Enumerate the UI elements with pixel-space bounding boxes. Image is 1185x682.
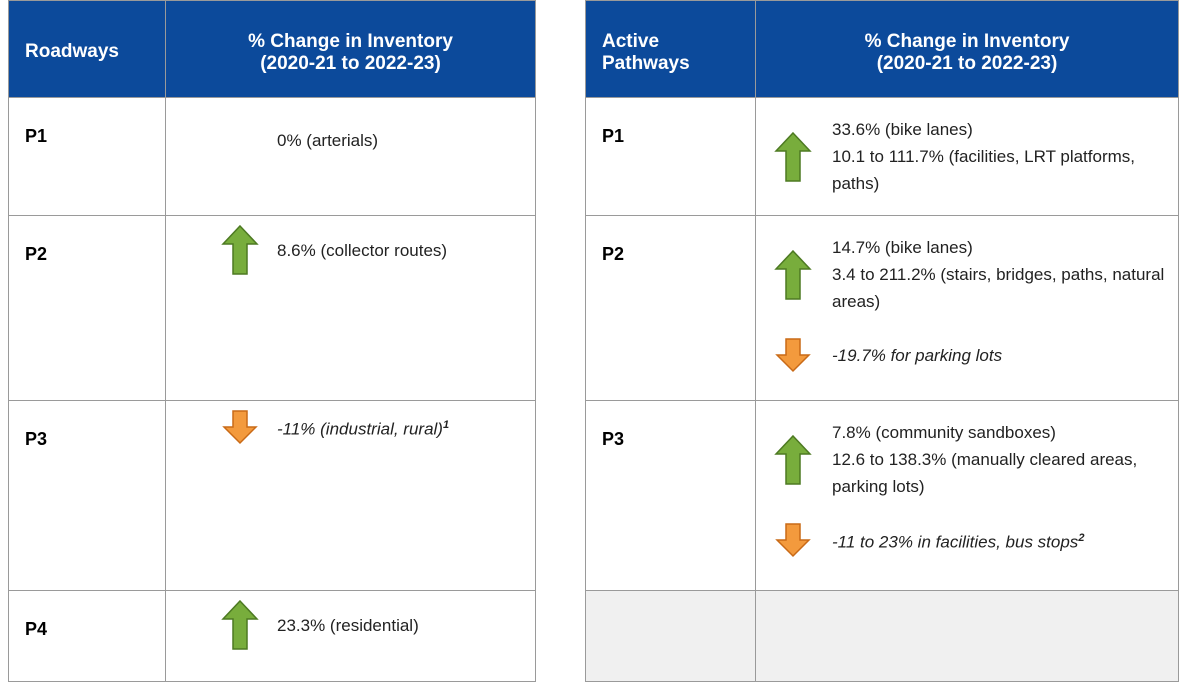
item-text: 7.8% (community sandboxes) 12.6 to 138.3%… [832, 419, 1170, 500]
row-label: P1 [25, 126, 48, 146]
row-label: P3 [602, 429, 625, 449]
header-line: Pathways [602, 53, 690, 74]
header-line: Roadways [25, 41, 119, 62]
arrow-down [775, 523, 811, 558]
text-line: 33.6% (bike lanes) [832, 120, 973, 139]
item-text: 14.7% (bike lanes) 3.4 to 211.2% (stairs,… [832, 234, 1170, 315]
text-line: 8.6% (collector routes) [277, 240, 448, 260]
item: 33.6% (bike lanes) 10.1 to 111.7% (facili… [774, 116, 1170, 197]
value-cell: -11% (industrial, rural)1 [165, 400, 536, 591]
label-cell: P2 [585, 215, 756, 401]
item: 14.7% (bike lanes) 3.4 to 211.2% (stairs,… [774, 234, 1170, 315]
item-text: -11 to 23% in facilities, bus stops2 [832, 525, 1084, 556]
text-line: 12.6 to 138.3% (manually cleared areas, … [832, 450, 1138, 496]
item: 0% (arterials) [221, 106, 527, 158]
arrow-down [222, 410, 258, 445]
text-line: 0% (arterials) [277, 130, 379, 150]
value-cell: 0% (arterials) [165, 97, 536, 216]
value-cell: 14.7% (bike lanes) 3.4 to 211.2% (stairs,… [755, 215, 1179, 401]
item-text: 33.6% (bike lanes) 10.1 to 111.7% (facili… [832, 116, 1170, 197]
row-label: P3 [25, 429, 48, 449]
value-cell: 7.8% (community sandboxes) 12.6 to 138.3%… [755, 400, 1179, 591]
text-line: 23.3% (residential) [277, 615, 419, 635]
header-cell: Roadways [8, 0, 166, 98]
header-line: (2020-21 to 2022-23) [260, 53, 441, 74]
item-text: -11% (industrial, rural)1 [277, 412, 449, 443]
label-cell: P1 [8, 97, 166, 216]
header-cell: % Change in Inventory (2020-21 to 2022-23… [755, 0, 1179, 98]
item: -11 to 23% in facilities, bus stops2 [774, 522, 1170, 558]
item-text: 0% (arterials) [277, 127, 378, 154]
item: -19.7% for parking lots [774, 337, 1170, 373]
text-line: -11 to 23% in facilities, bus stops2 [832, 531, 1085, 552]
arrow-down [775, 338, 811, 373]
item: -11% (industrial, rural)1 [221, 409, 527, 445]
value-cell: 23.3% (residential) [165, 590, 536, 682]
label-cell: P3 [8, 400, 166, 591]
value-cell: 33.6% (bike lanes) 10.1 to 111.7% (facili… [755, 97, 1179, 216]
header-line: % Change in Inventory [864, 31, 1070, 52]
arrow-up [774, 131, 812, 182]
item-text: 23.3% (residential) [277, 612, 419, 639]
row-label: P4 [25, 619, 48, 639]
footnote-mark: 1 [442, 418, 450, 431]
item-text: 8.6% (collector routes) [277, 237, 447, 264]
label-cell: P2 [8, 215, 166, 401]
header-line: (2020-21 to 2022-23) [876, 53, 1058, 74]
item: 7.8% (community sandboxes) 12.6 to 138.3%… [774, 419, 1170, 500]
row-label: P2 [25, 244, 48, 264]
arrow-up [221, 599, 259, 650]
text-line: -11% (industrial, rural)1 [277, 418, 450, 439]
item: 23.3% (residential) [221, 599, 527, 651]
row-label: P1 [602, 126, 625, 146]
value-cell: 8.6% (collector routes) [165, 215, 536, 401]
text-line: 10.1 to 111.7% (facilities, LRT platform… [832, 147, 1135, 193]
header-cell: % Change in Inventory (2020-21 to 2022-23… [165, 0, 536, 98]
header-line: Active [602, 31, 660, 52]
arrow-up [774, 434, 812, 485]
label-cell: P1 [585, 97, 756, 216]
row-label: P2 [602, 244, 625, 264]
empty-cell [585, 590, 756, 682]
label-cell: P4 [8, 590, 166, 682]
text-line: 14.7% (bike lanes) [832, 238, 973, 257]
header-line: % Change in Inventory [248, 31, 453, 52]
arrow-up [221, 224, 259, 275]
label-cell: P3 [585, 400, 756, 591]
footnote-mark: 2 [1078, 531, 1085, 544]
item-text: -19.7% for parking lots [832, 342, 1002, 369]
item: 8.6% (collector routes) [221, 224, 527, 276]
header-cell: Active Pathways [585, 0, 756, 98]
text-line: 3.4 to 211.2% (stairs, bridges, paths, n… [832, 265, 1165, 311]
text-line: -19.7% for parking lots [832, 345, 1003, 365]
empty-cell [755, 590, 1179, 682]
text-line: 7.8% (community sandboxes) [832, 423, 1056, 442]
arrow-up [774, 249, 812, 300]
